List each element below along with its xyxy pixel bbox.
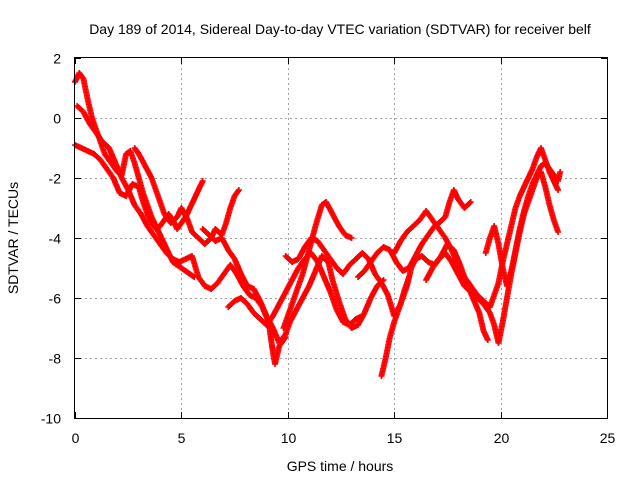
- y-tick-label: -6: [49, 291, 62, 307]
- x-tick-label: 0: [72, 430, 80, 446]
- data-point-marker: [467, 199, 474, 205]
- x-tick-label: 20: [494, 430, 510, 446]
- x-tick-label: 10: [281, 430, 297, 446]
- series-track-13: [482, 160, 564, 289]
- series-track-9: [378, 241, 491, 379]
- series-track-1: [72, 70, 198, 280]
- data-point-marker: [359, 313, 366, 319]
- series-track-12: [423, 169, 562, 346]
- data-point-marker: [466, 200, 473, 206]
- series-track-5: [199, 226, 387, 346]
- y-tick-labels: -10 -8 -6 -4 -2 0 2: [41, 51, 61, 427]
- y-tick-label: -2: [49, 171, 62, 187]
- data-series: [72, 70, 564, 379]
- y-tick-label: -10: [41, 411, 61, 427]
- series-track-11: [391, 145, 562, 310]
- x-tick-label: 25: [600, 430, 616, 446]
- series-track-7: [280, 199, 355, 331]
- axis-ticks: [75, 58, 608, 419]
- data-point-marker: [199, 178, 206, 184]
- x-tick-label: 15: [387, 430, 403, 446]
- y-tick-label: 2: [53, 51, 61, 67]
- data-point-marker: [348, 235, 355, 241]
- y-axis-title: SDTVAR / TECUs: [5, 182, 21, 294]
- data-point-marker: [555, 229, 562, 235]
- x-tick-labels: 0 5 10 15 20 25: [72, 430, 616, 446]
- data-point-marker: [555, 187, 562, 193]
- x-axis-title: GPS time / hours: [287, 458, 394, 474]
- y-tick-label: 0: [53, 111, 61, 127]
- plot-frame: [74, 57, 608, 419]
- chart-title: Day 189 of 2014, Sidereal Day-to-day VTE…: [89, 21, 591, 37]
- series-track-10: [355, 187, 474, 280]
- y-tick-label: -4: [49, 231, 62, 247]
- x-tick-label: 5: [178, 430, 186, 446]
- series-track-4: [131, 145, 242, 247]
- data-point-marker: [484, 337, 491, 343]
- data-point-marker: [235, 187, 242, 193]
- data-point-marker: [557, 169, 564, 175]
- y-tick-label: -8: [49, 351, 62, 367]
